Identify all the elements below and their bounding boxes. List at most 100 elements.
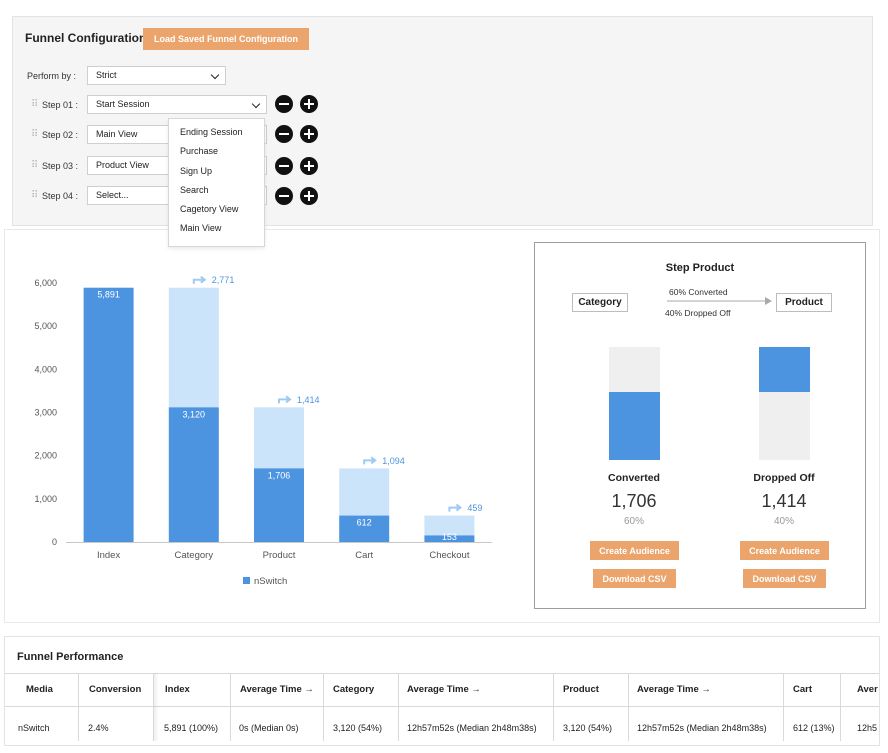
- create-audience-button[interactable]: Create Audience: [590, 541, 679, 560]
- drag-handle-icon[interactable]: ⠿: [31, 129, 38, 140]
- remove-step-icon[interactable]: [275, 125, 293, 143]
- dropped-bar: [168, 287, 219, 408]
- table-divider: [5, 706, 879, 707]
- converted-value: 1,706: [611, 491, 657, 511]
- table-header[interactable]: Average Time →: [637, 684, 711, 695]
- legend-label: nSwitch: [254, 576, 287, 587]
- bar-value-label: 153: [442, 532, 457, 542]
- table-header[interactable]: Cart: [793, 684, 813, 695]
- column-divider: [153, 673, 154, 741]
- step-detail-box: Step Product Category 60% Converted 40% …: [534, 242, 866, 609]
- perform-by-select[interactable]: Strict: [87, 66, 226, 85]
- table-header[interactable]: Index: [165, 684, 190, 695]
- dropped-bar: [254, 407, 304, 469]
- table-header[interactable]: Media: [26, 684, 53, 695]
- step-title: Step Product: [665, 262, 735, 274]
- step-label: Step 03 :: [42, 161, 79, 171]
- step-label: Step 02 :: [42, 130, 79, 140]
- drag-handle-icon[interactable]: ⠿: [31, 190, 38, 201]
- y-tick-label: 2,000: [34, 451, 57, 461]
- dropped-pct: 40%: [773, 516, 794, 527]
- add-step-icon[interactable]: [300, 187, 318, 205]
- frozen-column-shadow: [153, 673, 159, 741]
- bar-value-label: 1,706: [268, 470, 291, 480]
- step-label: Step 04 :: [42, 191, 79, 201]
- remove-step-icon[interactable]: [275, 95, 293, 113]
- drop-value-label: 459: [467, 503, 482, 513]
- converted-bar-track: [609, 347, 660, 460]
- converted-label: Converted: [608, 472, 660, 484]
- download-csv-button[interactable]: Download CSV: [743, 569, 826, 588]
- dropdown-option[interactable]: Ending Session: [180, 127, 243, 137]
- table-header[interactable]: Category: [333, 684, 375, 695]
- table-header[interactable]: Average Time →: [407, 684, 481, 695]
- add-step-icon[interactable]: [300, 125, 318, 143]
- drop-arrow-icon: [192, 275, 207, 284]
- drop-arrow-icon: [363, 456, 377, 465]
- bar-value-label: 3,120: [183, 409, 206, 419]
- converted-bar: [339, 515, 390, 542]
- step-select[interactable]: Start Session: [87, 95, 267, 114]
- converted-bar: [424, 535, 475, 542]
- dropdown-option[interactable]: Purchase: [180, 146, 219, 156]
- column-divider: [398, 673, 399, 741]
- drop-arrow-icon: [448, 503, 463, 512]
- column-divider: [553, 673, 554, 741]
- to-step-node: Product: [776, 293, 832, 312]
- funnel-performance-panel: Funnel Performance Media Conversion Inde…: [4, 636, 880, 746]
- drop-arrow-icon: [278, 395, 292, 404]
- table-cell: 0s (Median 0s): [239, 723, 299, 733]
- x-tick-label: Category: [175, 550, 214, 561]
- perform-by-value: Strict: [96, 70, 117, 80]
- table-divider: [5, 673, 879, 674]
- dropdown-option[interactable]: Cagetory View: [180, 204, 239, 214]
- step-value: Start Session: [96, 99, 150, 109]
- converted-bar: [254, 468, 304, 542]
- drop-value-label: 1,094: [382, 456, 405, 466]
- create-audience-button[interactable]: Create Audience: [740, 541, 829, 560]
- drag-handle-icon[interactable]: ⠿: [31, 99, 38, 110]
- table-header[interactable]: Conversion: [89, 684, 142, 695]
- y-tick-label: 1,000: [34, 494, 57, 504]
- remove-step-icon[interactable]: [275, 187, 293, 205]
- remove-step-icon[interactable]: [275, 157, 293, 175]
- column-divider: [230, 673, 231, 741]
- dropped-value: 1,414: [761, 491, 807, 511]
- funnel-bar-chart: 0 1,000 2,000 3,000 4,000 5,000 6,000 5,891 Inde…: [34, 275, 492, 587]
- x-tick-label: Cart: [355, 550, 373, 561]
- load-saved-config-button[interactable]: Load Saved Funnel Configuration: [143, 28, 309, 50]
- y-tick-label: 4,000: [34, 364, 57, 374]
- table-header[interactable]: Product: [563, 684, 599, 695]
- step-value: Select...: [96, 190, 129, 200]
- converted-bar: [168, 407, 219, 542]
- bar-value-label: 612: [357, 518, 372, 528]
- table-cell: 12h57m52s (Median 2h48m38s): [407, 723, 537, 733]
- from-step-node: Category: [572, 293, 628, 312]
- table-header[interactable]: Aver: [857, 684, 878, 695]
- config-title: Funnel Configuration: [25, 31, 147, 45]
- bar-value-label: 5,891: [97, 290, 120, 300]
- performance-title: Funnel Performance: [17, 651, 124, 663]
- column-divider: [78, 673, 79, 741]
- table-cell: 3,120 (54%): [563, 723, 613, 733]
- table-cell: 5,891 (100%): [164, 723, 219, 733]
- y-tick-label: 6,000: [34, 278, 57, 288]
- y-tick-label: 5,000: [34, 321, 57, 331]
- converted-text: 60% Converted: [669, 287, 728, 297]
- download-csv-button[interactable]: Download CSV: [593, 569, 676, 588]
- dropped-bar: [339, 468, 390, 516]
- add-step-icon[interactable]: [300, 157, 318, 175]
- dropdown-option[interactable]: Sign Up: [180, 166, 213, 176]
- legend-swatch: [243, 577, 250, 584]
- converted-bar-fill: [609, 392, 660, 460]
- dropdown-option[interactable]: Search: [180, 185, 209, 195]
- arrow-right-icon: [667, 297, 772, 305]
- column-divider: [840, 673, 841, 741]
- x-tick-label: Product: [263, 550, 296, 561]
- perform-by-label: Perform by :: [27, 71, 77, 81]
- drag-handle-icon[interactable]: ⠿: [31, 160, 38, 171]
- dropdown-option[interactable]: Main View: [180, 223, 222, 233]
- add-step-icon[interactable]: [300, 95, 318, 113]
- table-header[interactable]: Average Time →: [240, 684, 314, 695]
- table-cell: 12h57m52s (Median 2h48m38s): [637, 723, 767, 733]
